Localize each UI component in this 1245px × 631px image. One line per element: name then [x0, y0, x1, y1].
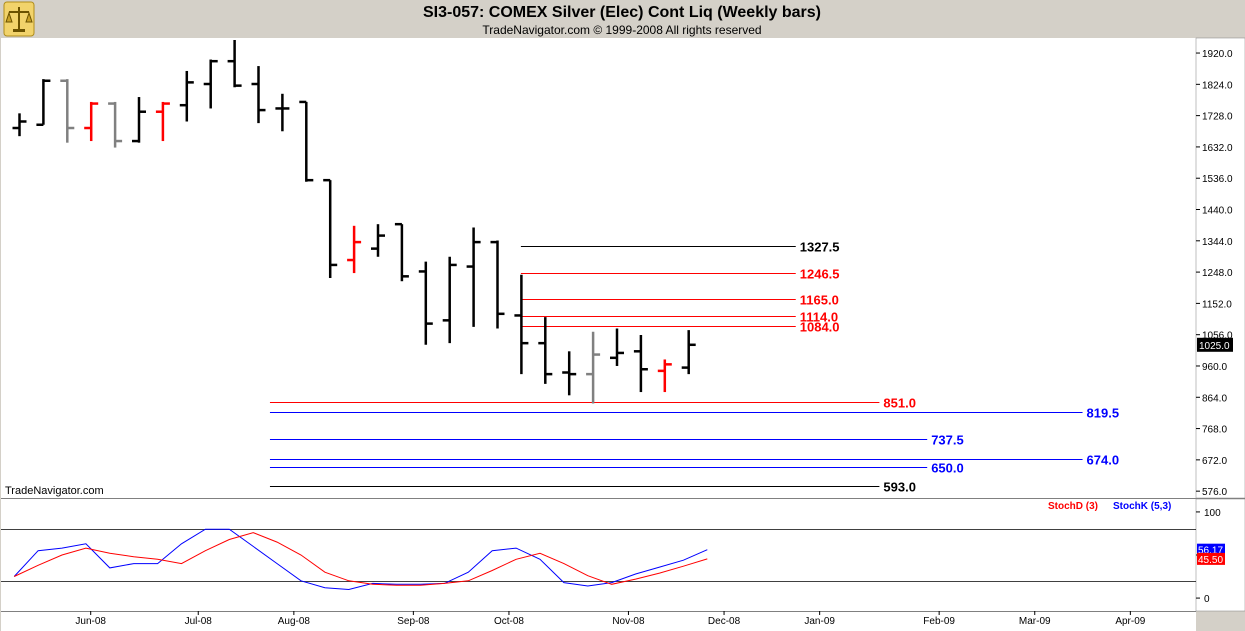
level-label: 1114.0 [800, 310, 838, 325]
last-price-marker: 1025.0 [1197, 337, 1233, 352]
level-label: 819.5 [1087, 406, 1120, 421]
ohlc-bar [681, 330, 696, 375]
stoch-reference-lines [1, 529, 1196, 582]
time-tick-label: Feb-09 [923, 616, 955, 627]
level-label: 650.0 [931, 461, 964, 476]
stoch-tick-label: 100 [1204, 508, 1221, 519]
legend-stochk: StochK (5,3) [1113, 501, 1171, 512]
price-tick-label: 864.0 [1202, 393, 1227, 404]
price-tick-label: 576.0 [1202, 487, 1227, 498]
last-price-box [1197, 337, 1233, 352]
ohlc-bar [418, 261, 433, 345]
time-axis-panel [1, 611, 1196, 631]
ohlc-bar [514, 274, 529, 375]
chart-title: SI3-057: COMEX Silver (Elec) Cont Liq (W… [423, 4, 821, 21]
ohlc-bar [12, 113, 27, 137]
ohlc-bar [657, 359, 672, 393]
chart-subtitle: TradeNavigator.com © 1999-2008 All right… [482, 23, 761, 37]
ohlc-bar [108, 101, 123, 148]
level-label: 1246.5 [800, 267, 840, 282]
ohlc-bar [466, 227, 481, 327]
scales-icon [3, 1, 35, 37]
price-tick-label: 1920.0 [1202, 49, 1233, 60]
time-tick-label: Jan-09 [804, 616, 835, 627]
time-tick-label: Jun-08 [75, 616, 106, 627]
level-label: 1084.0 [800, 320, 840, 335]
price-tick-label: 768.0 [1202, 425, 1227, 436]
time-tick-label: Jul-08 [185, 616, 213, 627]
time-tick-label: Oct-08 [494, 616, 524, 627]
stoch-d-line [13, 532, 708, 586]
ohlc-bar [371, 224, 385, 257]
time-tick-label: Sep-08 [397, 616, 430, 627]
last-price-label: 1025.0 [1199, 341, 1230, 352]
price-tick-label: 1536.0 [1202, 174, 1233, 185]
price-panel [1, 38, 1196, 498]
price-tick-label: 1344.0 [1202, 237, 1233, 248]
ohlc-bar [442, 256, 457, 344]
ohlc-bar [323, 178, 338, 278]
level-label: 593.0 [883, 480, 916, 495]
time-tick-label: Apr-09 [1115, 616, 1145, 627]
ohlc-bar [299, 100, 314, 182]
level-label: 1165.0 [800, 293, 839, 308]
ohlc-bar [586, 331, 601, 404]
ohlc-bar [155, 101, 170, 142]
ohlc-bar [203, 59, 218, 109]
price-tick-label: 1632.0 [1202, 143, 1233, 154]
price-tick-label: 672.0 [1202, 456, 1227, 467]
price-tick-label: 1248.0 [1202, 268, 1233, 279]
ohlc-bar [251, 66, 266, 124]
ohlc-bar [562, 351, 577, 396]
time-tick-label: Mar-09 [1019, 616, 1051, 627]
watermark: TradeNavigator.com [5, 485, 104, 497]
price-bars [12, 40, 696, 404]
stoch-lines [13, 528, 708, 591]
time-axis: Jun-08 Jul-08 Aug-08 Sep-08 Oct-08 Nov-08 Dec-… [75, 611, 1146, 627]
ohlc-bar [610, 328, 624, 366]
stoch-tick-label: 0 [1204, 594, 1210, 605]
ohlc-bar [60, 79, 75, 143]
price-axis: 1920.0 1824.0 1728.0 1632.0 1536.0 1440.0 1344… [1196, 49, 1233, 498]
ohlc-bar [633, 335, 648, 393]
level-label: 851.0 [883, 396, 916, 411]
price-tick-label: 1056.0 [1202, 331, 1233, 342]
ohlc-bar [394, 222, 409, 282]
level-label: 674.0 [1087, 453, 1120, 468]
stoch-panel [1, 499, 1196, 611]
time-tick-label: Nov-08 [612, 616, 645, 627]
level-label: 1327.5 [800, 240, 840, 255]
price-tick-label: 1824.0 [1202, 80, 1233, 91]
stoch-k-last: 56.17 [1198, 546, 1223, 557]
price-tick-label: 1440.0 [1202, 206, 1233, 217]
ohlc-bar [538, 317, 553, 384]
ohlc-bar [490, 240, 505, 329]
price-tick-label: 1728.0 [1202, 112, 1233, 123]
time-tick-label: Aug-08 [278, 616, 311, 627]
stoch-legend: StochD (3) StochK (5,3) [1048, 501, 1171, 512]
price-axis-panel [1195, 37, 1245, 499]
stoch-k-line [13, 528, 708, 591]
ohlc-bar [84, 101, 99, 142]
ohlc-bar [36, 79, 51, 127]
stoch-d-last: 45.50 [1198, 555, 1223, 566]
ohlc-bar [132, 97, 146, 143]
price-tick-label: 960.0 [1202, 362, 1227, 373]
stoch-k-box [1197, 543, 1225, 556]
ohlc-bar [227, 40, 242, 88]
ohlc-bar [347, 225, 362, 274]
price-tick-label: 1152.0 [1202, 299, 1232, 310]
time-tick-label: Dec-08 [708, 616, 741, 627]
legend-stochd: StochD (3) [1048, 501, 1098, 512]
ohlc-bar [275, 93, 290, 132]
ohlc-bar [179, 70, 194, 122]
stoch-d-box [1197, 552, 1225, 565]
level-label: 737.5 [931, 433, 964, 448]
